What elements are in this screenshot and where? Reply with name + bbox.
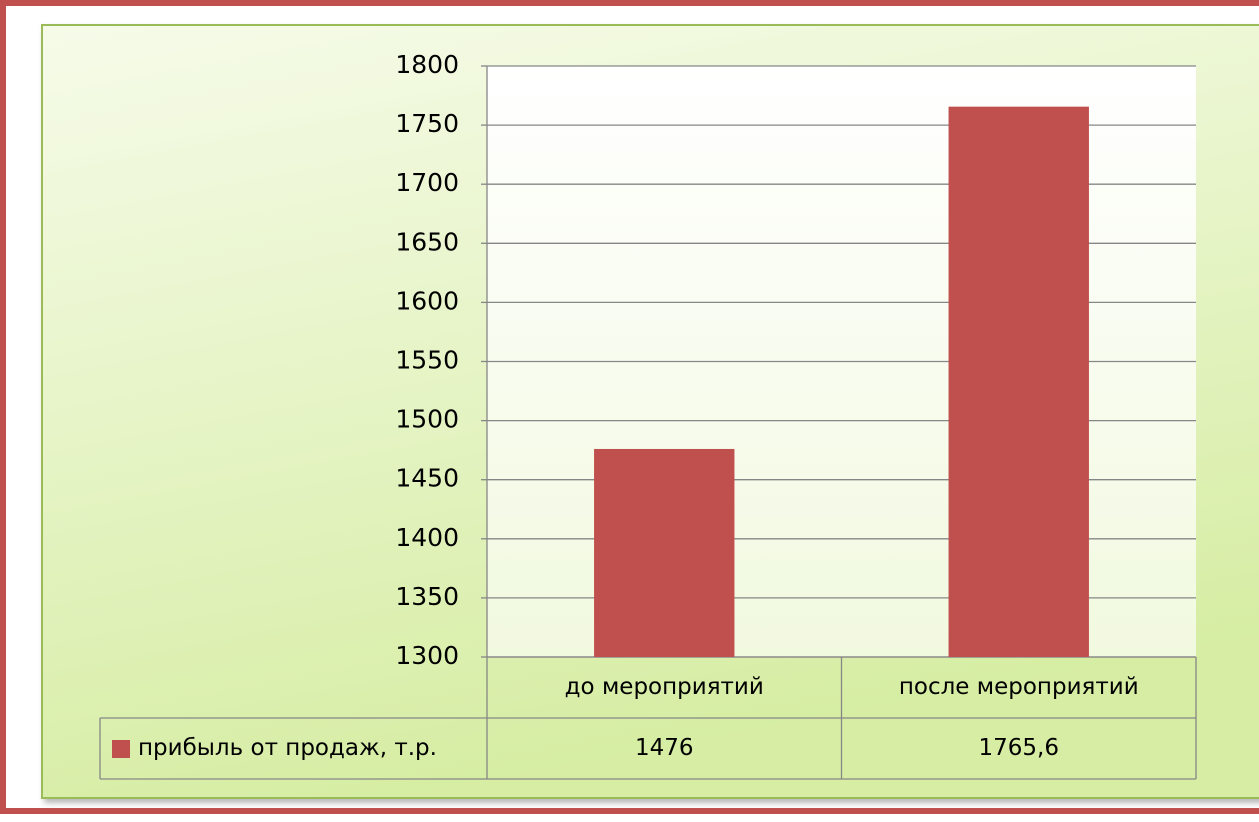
y-tick-label: 1600 (395, 286, 459, 315)
value-label: 1476 (635, 735, 694, 761)
bar (948, 106, 1089, 658)
y-tick-label: 1650 (395, 227, 459, 256)
y-tick-label: 1800 (395, 50, 459, 79)
value-label: 1765,6 (979, 735, 1059, 761)
x-tick-label: до мероприятий (565, 674, 764, 700)
legend-key (112, 740, 130, 758)
x-tick-label: после мероприятий (899, 674, 1139, 700)
y-tick-label: 1300 (395, 641, 459, 670)
y-tick-label: 1700 (395, 168, 459, 197)
y-tick-label: 1400 (395, 523, 459, 552)
y-tick-label: 1750 (395, 109, 459, 138)
y-tick-label: 1350 (395, 582, 459, 611)
bar (594, 448, 735, 657)
y-tick-label: 1500 (395, 405, 459, 434)
y-tick-label: 1550 (395, 346, 459, 375)
legend-label: прибыль от продаж, т.р. (138, 735, 437, 761)
y-tick-label: 1450 (395, 464, 459, 493)
